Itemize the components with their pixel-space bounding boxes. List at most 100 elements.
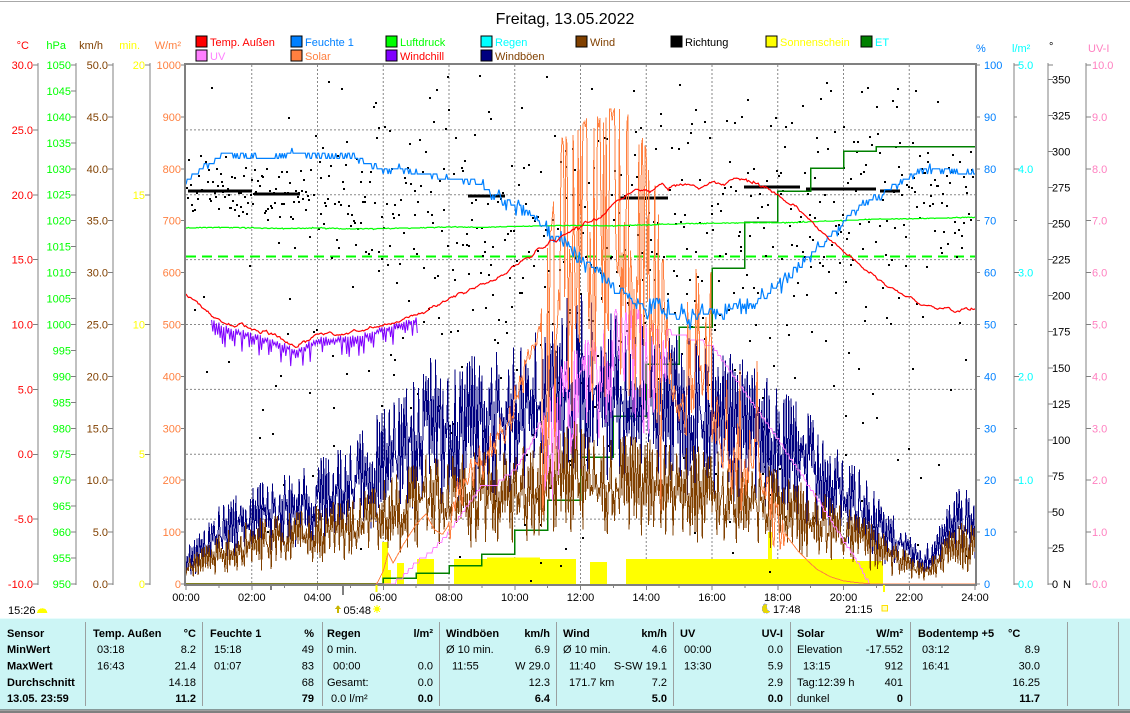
svg-text:20: 20	[133, 60, 145, 72]
svg-text:955: 955	[53, 553, 71, 565]
svg-text:18:00: 18:00	[764, 592, 792, 604]
svg-text:Bodentemp +5: Bodentemp +5	[918, 628, 994, 640]
svg-text:UV-I: UV-I	[1088, 43, 1109, 55]
svg-text:250: 250	[1052, 219, 1070, 231]
svg-text:900: 900	[163, 112, 181, 124]
svg-text:Gesamt:: Gesamt:	[327, 677, 369, 689]
svg-text:20.0: 20.0	[87, 371, 108, 383]
svg-text:125: 125	[1052, 399, 1070, 411]
svg-text:300: 300	[163, 423, 181, 435]
svg-text:0.0: 0.0	[768, 644, 783, 656]
svg-text:Wind: Wind	[563, 628, 590, 640]
svg-text:05:48: 05:48	[344, 605, 372, 617]
svg-text:225: 225	[1052, 255, 1070, 267]
svg-text:1050: 1050	[47, 60, 71, 72]
svg-text:Windchill: Windchill	[400, 51, 444, 63]
svg-text:Tag:12:39 h: Tag:12:39 h	[797, 677, 855, 689]
svg-text:10.0: 10.0	[12, 320, 33, 332]
svg-text:15: 15	[133, 190, 145, 202]
svg-text:995: 995	[53, 345, 71, 357]
svg-text:6.9: 6.9	[535, 644, 550, 656]
svg-text:0.0: 0.0	[93, 579, 108, 591]
svg-text:500: 500	[163, 320, 181, 332]
svg-text:5: 5	[139, 449, 145, 461]
svg-text:1.0: 1.0	[1092, 527, 1107, 539]
svg-text:W 29.0: W 29.0	[515, 661, 550, 673]
svg-text:600: 600	[163, 268, 181, 280]
svg-text:0.0: 0.0	[1018, 579, 1033, 591]
svg-text:MaxWert: MaxWert	[7, 661, 53, 673]
svg-text:Richtung: Richtung	[685, 37, 728, 49]
svg-text:0.0: 0.0	[418, 661, 433, 673]
svg-text:0: 0	[175, 579, 181, 591]
svg-text:Feuchte 1: Feuchte 1	[305, 37, 354, 49]
svg-text:Solar: Solar	[305, 51, 331, 63]
svg-text:10.0: 10.0	[1092, 60, 1113, 72]
svg-text:100: 100	[1052, 435, 1070, 447]
svg-text:60: 60	[984, 268, 996, 280]
svg-text:1000: 1000	[47, 320, 71, 332]
svg-text:83: 83	[302, 661, 314, 673]
svg-text:km/h: km/h	[524, 628, 550, 640]
svg-text:12:00: 12:00	[567, 592, 595, 604]
svg-text:350: 350	[1052, 74, 1070, 86]
svg-text:1020: 1020	[47, 216, 71, 228]
svg-text:4.6: 4.6	[652, 644, 667, 656]
svg-text:Ø 10 min.: Ø 10 min.	[446, 644, 494, 656]
svg-text:10.0: 10.0	[87, 475, 108, 487]
svg-text:°C: °C	[1008, 628, 1020, 640]
svg-text:25.0: 25.0	[12, 125, 33, 137]
svg-text:08:00: 08:00	[435, 592, 463, 604]
svg-text:Regen: Regen	[495, 37, 527, 49]
svg-text:N: N	[1063, 579, 1071, 591]
svg-text:200: 200	[1052, 291, 1070, 303]
svg-text:0.0: 0.0	[18, 449, 33, 461]
svg-text:25: 25	[1052, 543, 1064, 555]
svg-text:0: 0	[897, 693, 903, 705]
svg-text:14.18: 14.18	[168, 677, 196, 689]
svg-text:min.: min.	[119, 40, 140, 52]
svg-text:325: 325	[1052, 111, 1070, 123]
svg-text:30.0: 30.0	[87, 268, 108, 280]
svg-text:17:48: 17:48	[773, 604, 801, 616]
svg-text:0.0: 0.0	[418, 693, 433, 705]
svg-text:W/m²: W/m²	[155, 40, 182, 52]
svg-text:50: 50	[1052, 507, 1064, 519]
svg-text:2.0: 2.0	[1092, 475, 1107, 487]
svg-text:10: 10	[984, 527, 996, 539]
svg-text:Luftdruck: Luftdruck	[400, 37, 446, 49]
svg-text:1010: 1010	[47, 268, 71, 280]
svg-text:l/m²: l/m²	[1012, 43, 1031, 55]
svg-text:6.4: 6.4	[535, 693, 551, 705]
svg-text:°: °	[1049, 41, 1053, 53]
svg-text:°C: °C	[184, 628, 196, 640]
svg-text:15.0: 15.0	[87, 423, 108, 435]
svg-text:150: 150	[1052, 363, 1070, 375]
svg-text:175: 175	[1052, 327, 1070, 339]
svg-text:30: 30	[984, 423, 996, 435]
svg-text:1035: 1035	[47, 138, 71, 150]
svg-text:400: 400	[163, 371, 181, 383]
svg-text:912: 912	[885, 661, 903, 673]
svg-text:401: 401	[885, 677, 903, 689]
svg-text:km/h: km/h	[79, 40, 103, 52]
svg-text:5.0: 5.0	[93, 527, 108, 539]
svg-text:Sensor: Sensor	[7, 628, 45, 640]
svg-text:UV: UV	[210, 51, 226, 63]
svg-text:50: 50	[984, 320, 996, 332]
svg-text:Elevation: Elevation	[797, 644, 842, 656]
svg-text:Solar: Solar	[797, 628, 825, 640]
svg-text:50.0: 50.0	[87, 60, 108, 72]
svg-text:950: 950	[53, 579, 71, 591]
svg-text:5.0: 5.0	[1092, 320, 1107, 332]
svg-text:15.0: 15.0	[12, 255, 33, 267]
svg-text:2.9: 2.9	[768, 677, 783, 689]
svg-text:00:00: 00:00	[684, 644, 712, 656]
svg-text:km/h: km/h	[641, 628, 667, 640]
svg-text:90: 90	[984, 112, 996, 124]
svg-text:ET: ET	[875, 37, 889, 49]
svg-text:7.0: 7.0	[1092, 216, 1107, 228]
svg-text:20:00: 20:00	[830, 592, 858, 604]
svg-text:24:00: 24:00	[961, 592, 989, 604]
svg-text:13.05. 23:59: 13.05. 23:59	[7, 693, 69, 705]
